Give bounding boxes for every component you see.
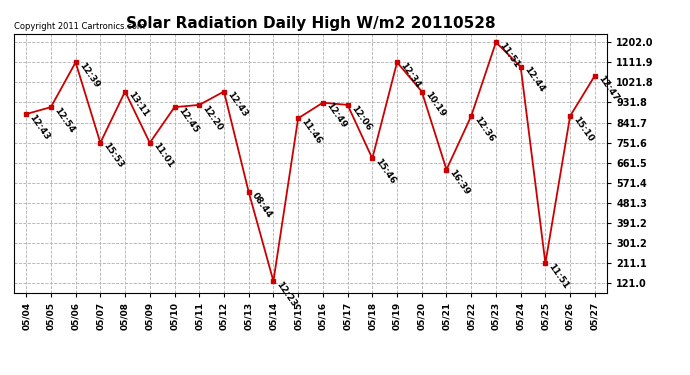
Text: 12:34: 12:34 [398, 61, 422, 90]
Text: 12:20: 12:20 [201, 104, 224, 132]
Text: 15:53: 15:53 [101, 141, 126, 170]
Text: 11:51: 11:51 [546, 262, 571, 291]
Title: Solar Radiation Daily High W/m2 20110528: Solar Radiation Daily High W/m2 20110528 [126, 16, 495, 31]
Text: 12:43: 12:43 [28, 112, 52, 141]
Text: 15:46: 15:46 [374, 157, 397, 186]
Text: 12:45: 12:45 [176, 106, 200, 135]
Text: 13:11: 13:11 [126, 90, 150, 119]
Text: 15:10: 15:10 [571, 115, 595, 143]
Text: 12:43: 12:43 [226, 90, 249, 119]
Text: 11:01: 11:01 [151, 141, 175, 170]
Text: 12:47: 12:47 [596, 74, 620, 103]
Text: 08:44: 08:44 [250, 190, 274, 219]
Text: 10:19: 10:19 [423, 90, 447, 119]
Text: 12:54: 12:54 [52, 106, 76, 135]
Text: 12:44: 12:44 [522, 65, 546, 94]
Text: 12:06: 12:06 [349, 104, 373, 132]
Text: 12:23: 12:23 [275, 280, 299, 308]
Text: 12:49: 12:49 [324, 101, 348, 130]
Text: Copyright 2011 Cartronics.com: Copyright 2011 Cartronics.com [14, 22, 145, 31]
Text: 11:46: 11:46 [299, 117, 324, 146]
Text: 11:51: 11:51 [497, 41, 521, 69]
Text: 12:39: 12:39 [77, 61, 101, 90]
Text: 12:36: 12:36 [473, 115, 496, 143]
Text: 16:39: 16:39 [448, 168, 472, 197]
